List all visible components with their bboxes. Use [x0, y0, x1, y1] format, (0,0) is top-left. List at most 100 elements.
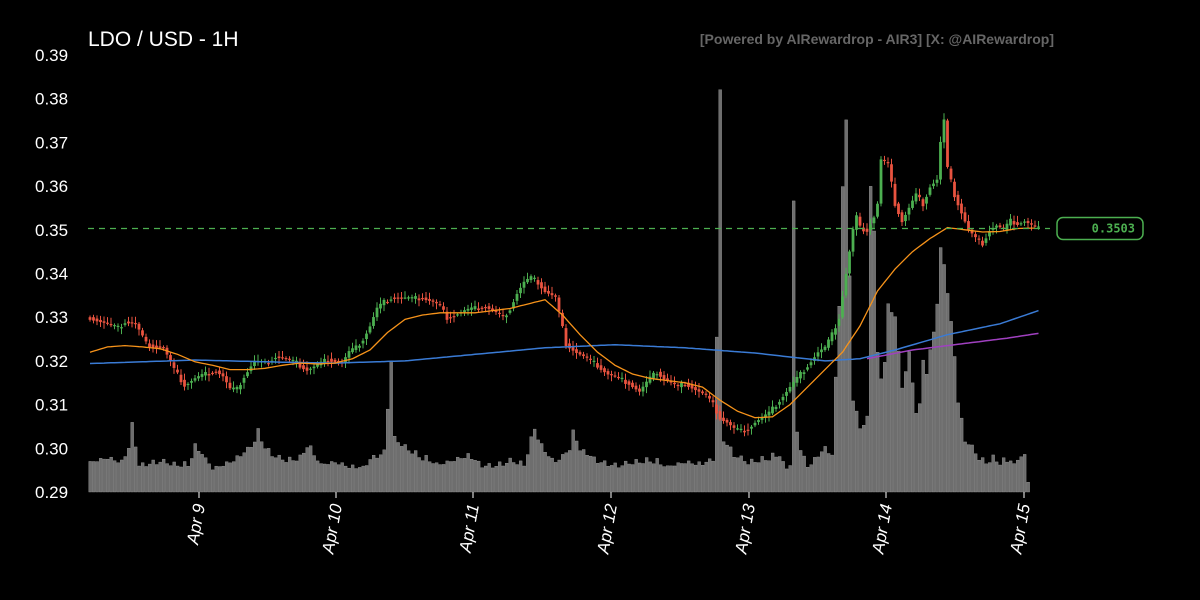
volume-bar — [421, 460, 425, 493]
y-tick-label: 0.31 — [35, 396, 68, 415]
volume-bar — [249, 447, 253, 493]
candle-body — [445, 311, 449, 320]
candle-body — [162, 347, 165, 349]
volume-bar — [1023, 454, 1027, 493]
volume-bar — [393, 436, 397, 493]
volume-bar — [669, 465, 673, 493]
volume-bar — [165, 463, 169, 493]
volume-bar — [319, 463, 323, 493]
volume-bar — [613, 462, 617, 493]
candle-body — [123, 323, 127, 325]
volume-bar — [760, 456, 764, 493]
volume-bar — [666, 465, 670, 493]
volume-bar — [536, 439, 540, 493]
candle-body — [900, 212, 904, 223]
candle-body — [809, 362, 813, 366]
candle-body — [911, 200, 914, 208]
watermark: [Powered by AIRewardrop - AIR3] [X: @AIR… — [699, 31, 1054, 47]
candle-body — [939, 141, 942, 180]
volume-bar — [505, 463, 509, 493]
volume-bar — [662, 466, 666, 493]
volume-bar — [991, 454, 995, 493]
candle-body — [1033, 225, 1037, 227]
ma-long-line — [866, 332, 1039, 360]
candle-body — [487, 306, 491, 309]
volume-bar — [624, 460, 628, 493]
volume-bar — [592, 456, 596, 493]
candle-body — [592, 360, 596, 362]
x-tick-label: Apr 11 — [456, 502, 483, 554]
volume-bar — [533, 428, 537, 493]
candle-body — [134, 323, 137, 325]
volume-bar — [858, 428, 862, 493]
volume-bar — [550, 457, 554, 493]
volume-bar — [816, 456, 820, 493]
candle-body — [659, 371, 662, 377]
volume-bar — [918, 403, 922, 493]
volume-bar — [708, 458, 712, 493]
candle-body — [148, 343, 151, 348]
ma-short-line — [89, 226, 1035, 419]
volume-bar — [214, 465, 218, 493]
volume-bar — [498, 461, 502, 493]
candle-body — [295, 360, 298, 362]
volume-bar — [1019, 456, 1023, 493]
volume-bar — [365, 465, 369, 493]
volume-bar — [540, 443, 544, 493]
volume-bar — [806, 467, 810, 493]
candle-body — [662, 375, 666, 380]
candle-body — [575, 349, 578, 353]
candle-body — [477, 308, 480, 311]
volume-bar — [228, 462, 232, 493]
candle-body — [400, 297, 403, 299]
candle-body — [610, 374, 613, 376]
candle-body — [732, 425, 736, 428]
volume-bar — [911, 382, 915, 493]
volume-bar — [767, 460, 771, 493]
candle-body — [333, 359, 337, 363]
candle-body — [764, 414, 767, 418]
candle-body — [736, 428, 739, 430]
candle-body — [456, 314, 459, 316]
moving-averages — [89, 226, 1039, 419]
candle-body — [827, 339, 830, 348]
candle-body — [841, 296, 844, 318]
candle-body — [708, 395, 711, 399]
y-tick-label: 0.33 — [35, 308, 68, 327]
volume-bar — [431, 463, 435, 493]
volume-bar — [851, 400, 855, 493]
volume-bar — [120, 459, 124, 493]
candle-body — [652, 372, 655, 379]
candle-body — [974, 234, 977, 238]
candle-body — [393, 297, 396, 299]
candle-body — [767, 411, 771, 416]
volume-bar — [109, 456, 113, 493]
candle-body — [648, 376, 652, 383]
volume-bar — [904, 371, 908, 493]
current-price-box — [1056, 216, 1144, 241]
volume-bar — [575, 440, 579, 493]
candle-body — [298, 363, 302, 368]
volume-bar — [239, 456, 243, 493]
candle-body — [137, 323, 141, 330]
volume-bar — [407, 450, 411, 493]
candle-body — [995, 225, 998, 228]
candle-body — [823, 346, 827, 350]
volume-bar — [200, 454, 204, 493]
candle-body — [785, 391, 788, 396]
volume-bar — [960, 417, 964, 493]
volume-bar — [256, 428, 260, 493]
candle-body — [879, 159, 883, 204]
candle-body — [774, 406, 778, 409]
volume-bar — [599, 462, 603, 493]
candle-body — [386, 301, 389, 304]
candle-body — [893, 183, 897, 206]
candle-body — [673, 382, 676, 385]
volume-bar — [1002, 457, 1006, 493]
candle-body — [802, 372, 806, 375]
volume-bars — [88, 89, 1030, 493]
volume-bar — [473, 460, 477, 493]
candle-body — [795, 376, 799, 383]
candle-body — [725, 419, 729, 423]
